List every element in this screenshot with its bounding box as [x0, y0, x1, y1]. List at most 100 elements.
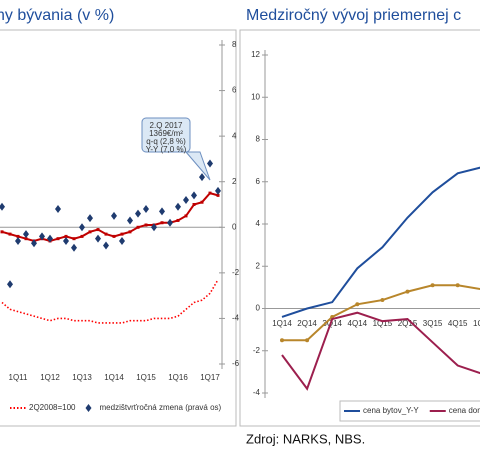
- series-line: [281, 311, 480, 391]
- point-marker: [455, 283, 460, 288]
- point-marker: [136, 225, 140, 229]
- diamond-marker: [39, 232, 45, 241]
- diamond-marker: [71, 243, 77, 252]
- diamond-marker: [199, 173, 205, 182]
- point-marker: [112, 234, 116, 238]
- point-marker: [56, 237, 60, 241]
- point-marker: [208, 191, 212, 195]
- diamond-marker: [183, 195, 189, 204]
- diamond-marker: [167, 218, 173, 227]
- x-tick-label: 1Q15: [373, 319, 393, 328]
- point-marker: [128, 230, 132, 234]
- y-tick-label: -4: [232, 314, 240, 323]
- point-marker: [80, 234, 84, 238]
- legend-label: 2Q2008=100: [29, 403, 76, 412]
- y-tick-label: -2: [232, 268, 240, 277]
- point-marker: [144, 223, 148, 227]
- legend-label: cena domov_Y-Y: [449, 406, 480, 415]
- point-marker: [280, 338, 284, 343]
- y-tick-label: 10: [251, 92, 260, 101]
- legend-swatch: [85, 404, 92, 412]
- series-line: [1, 279, 219, 324]
- diamond-marker: [207, 159, 213, 168]
- point-marker: [380, 298, 385, 303]
- callout-text: 2.Q 2017: [150, 121, 183, 130]
- point-marker: [72, 237, 76, 241]
- y-tick-label: 0: [256, 304, 261, 313]
- x-tick-label: 1Q12: [40, 373, 60, 382]
- diamond-marker: [63, 236, 69, 245]
- x-tick-label: 4Q14: [348, 319, 368, 328]
- diamond-marker: [175, 202, 181, 211]
- y-tick-label: 2: [256, 261, 261, 270]
- point-marker: [88, 230, 92, 234]
- y-tick-label: 6: [232, 86, 237, 95]
- x-tick-label: 1Q11: [9, 373, 29, 382]
- x-tick-label: 1Q14: [272, 319, 292, 328]
- diamond-marker: [15, 236, 21, 245]
- callout-text: q-q (2,8 %): [146, 137, 186, 146]
- point-marker: [8, 232, 12, 236]
- x-tick-label: 1Q14: [104, 373, 124, 382]
- y-tick-label: 8: [256, 135, 261, 144]
- y-tick-label: 12: [251, 50, 260, 59]
- point-marker: [176, 218, 180, 222]
- diamond-marker: [191, 191, 197, 200]
- x-tick-label: 1Q16: [473, 319, 480, 328]
- diamond-marker: [127, 216, 133, 225]
- point-marker: [96, 228, 100, 232]
- diamond-marker: [159, 207, 165, 216]
- diamond-marker: [151, 223, 157, 232]
- legend-box: [339, 400, 480, 422]
- x-tick-label: 2Q14: [297, 319, 317, 328]
- point-marker: [184, 214, 188, 218]
- diamond-marker: [215, 186, 221, 195]
- diamond-marker: [111, 211, 117, 220]
- point-marker: [305, 338, 310, 343]
- diamond-marker: [7, 280, 13, 289]
- diamond-marker: [95, 234, 101, 243]
- point-marker: [192, 203, 196, 206]
- diamond-marker: [143, 205, 149, 214]
- diamond-marker: [87, 214, 93, 223]
- source: Zdroj: NARKS, NBS.: [246, 431, 365, 446]
- x-tick-label: 4Q15: [448, 319, 468, 328]
- diamond-marker: [103, 241, 109, 250]
- diamond-marker: [55, 205, 61, 214]
- x-tick-label: 1Q16: [168, 373, 188, 382]
- point-marker: [200, 200, 204, 204]
- right-frame: [239, 29, 480, 427]
- legend-label: cena bytov_Y-Y: [363, 406, 419, 415]
- diamond-marker: [119, 236, 125, 245]
- y-tick-label: -6: [232, 359, 240, 368]
- y-tick-label: 6: [256, 177, 261, 186]
- callout-text: Y-Y (7,0 %): [146, 145, 187, 154]
- y-tick-label: -2: [253, 346, 261, 355]
- legend-label: medzištvrťročná zmena (pravá os): [100, 403, 222, 412]
- point-marker: [0, 230, 4, 234]
- callout-text: 1369€/m²: [149, 129, 183, 138]
- left-frame: [0, 29, 237, 427]
- point-marker: [216, 193, 220, 197]
- x-tick-label: 1Q15: [136, 373, 156, 382]
- point-marker: [24, 237, 28, 241]
- diamond-marker: [23, 230, 29, 239]
- diamond-marker: [47, 234, 53, 243]
- point-marker: [64, 234, 68, 238]
- y-tick-label: 4: [232, 131, 237, 140]
- y-tick-label: -4: [253, 388, 261, 397]
- y-tick-label: 8: [232, 40, 237, 49]
- point-marker: [405, 289, 410, 294]
- x-tick-label: 1Q17: [200, 373, 220, 382]
- y-tick-label: 4: [256, 219, 261, 228]
- point-marker: [16, 234, 20, 238]
- diamond-marker: [31, 239, 37, 248]
- point-marker: [160, 221, 164, 225]
- point-marker: [104, 232, 108, 236]
- chart-title: Medziročný vývoj priemernej c: [246, 7, 461, 24]
- diamond-marker: [0, 202, 5, 211]
- series-line: [1, 191, 219, 242]
- x-tick-label: 1Q13: [72, 373, 92, 382]
